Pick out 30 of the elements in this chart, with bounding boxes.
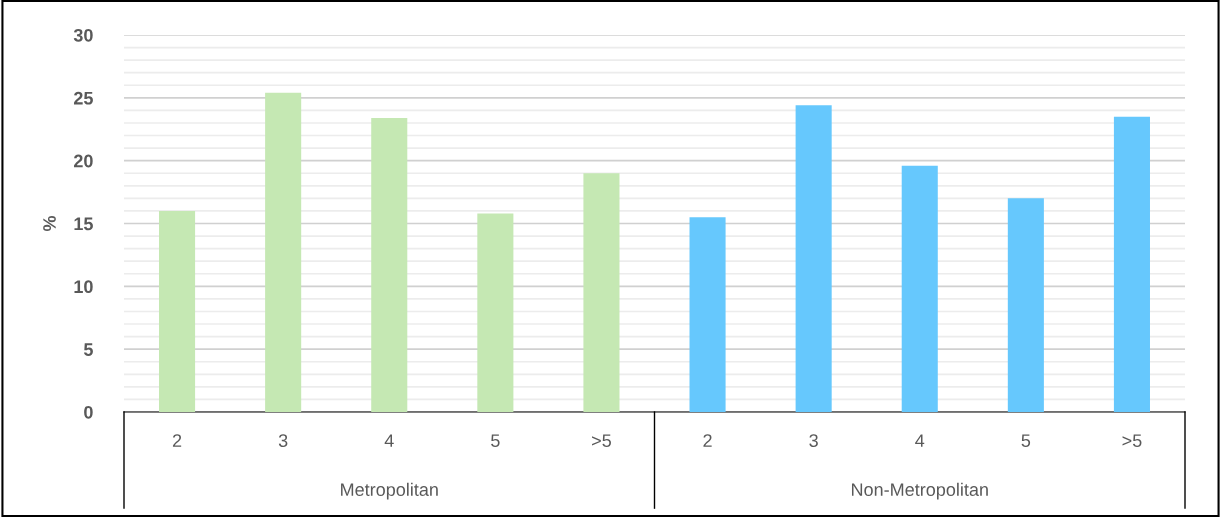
bar	[583, 173, 620, 412]
bar	[795, 105, 832, 412]
x-tick-label: 5	[491, 434, 500, 448]
x-tick-label: 3	[278, 434, 288, 448]
x-tick-label: >5	[592, 434, 611, 448]
y-tick-label: 20	[73, 154, 93, 168]
y-tick-label: 10	[74, 280, 93, 294]
x-tick-label: 4	[915, 434, 925, 447]
y-tick-label: 0	[84, 405, 93, 419]
y-tick-label: 15	[74, 217, 93, 231]
bar	[159, 210, 196, 412]
bar	[371, 117, 408, 412]
y-tick-label: 30	[73, 28, 93, 42]
text: Non-Metropolitan	[851, 482, 988, 500]
x-tick-label: >5	[1122, 434, 1142, 448]
x-tick-label: 4	[384, 434, 394, 447]
bar	[1007, 198, 1044, 412]
text: Metropolitan	[341, 482, 438, 500]
bar	[689, 217, 726, 412]
x-tick-label: 3	[809, 434, 818, 448]
bar	[265, 92, 302, 412]
bar	[901, 165, 938, 412]
y-axis-title: %	[43, 215, 56, 232]
bar	[477, 213, 514, 412]
y-tick-label: 5	[83, 343, 93, 356]
x-tick-label: 2	[172, 434, 182, 447]
x-tick-label: 2	[703, 434, 712, 447]
bar	[1113, 116, 1150, 412]
x-tick-label: 5	[1021, 434, 1031, 448]
y-tick-label: 25	[73, 91, 93, 105]
